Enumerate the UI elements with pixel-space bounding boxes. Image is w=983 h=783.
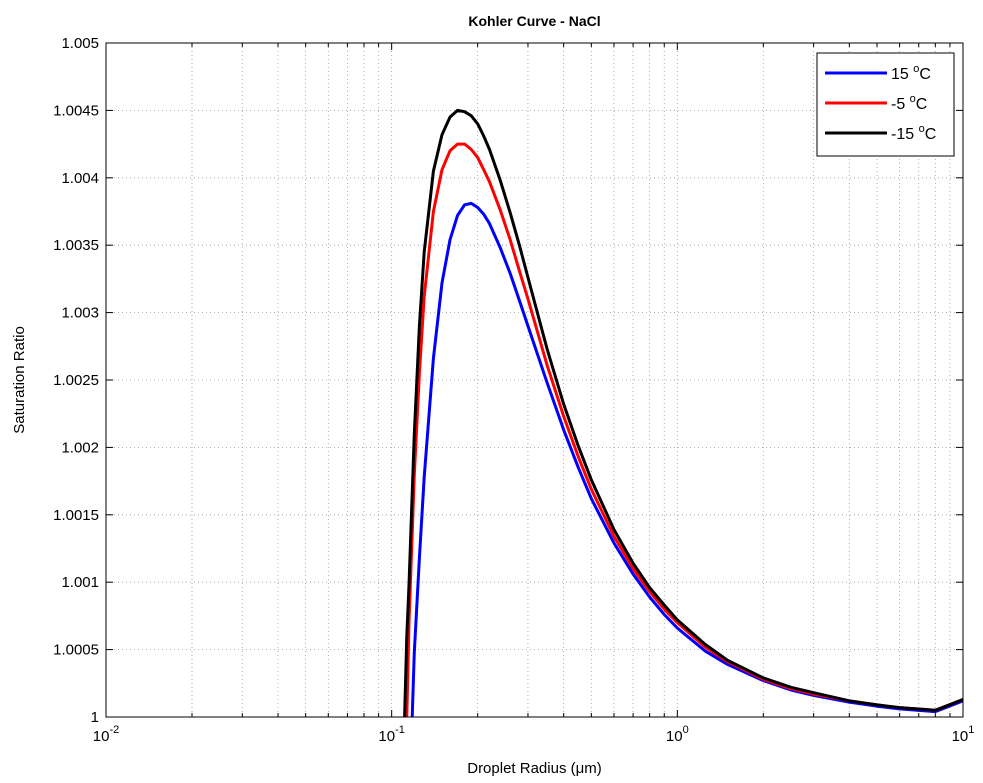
axis-tick-labels: 1 1.0005 1.001 1.0015 1.002 1.0025 1.003 1.0035… bbox=[53, 35, 974, 745]
chart-title: Kohler Curve - NaCl bbox=[468, 13, 600, 29]
y-tick-label: 1.0005 bbox=[53, 642, 99, 659]
y-tick-label: 1.004 bbox=[61, 170, 99, 187]
y-tick-label: 1.002 bbox=[61, 439, 99, 456]
y-tick-label: 1.0015 bbox=[53, 507, 99, 524]
x-tick-label: 10-2 bbox=[93, 724, 119, 745]
y-tick-label: 1.0035 bbox=[53, 237, 99, 254]
legend-label-2: -15 oC bbox=[891, 123, 936, 143]
y-tick-label: 1.003 bbox=[61, 305, 99, 322]
grid bbox=[106, 43, 963, 717]
x-tick-label: 10-1 bbox=[378, 724, 404, 745]
x-tick-label: 101 bbox=[952, 724, 975, 745]
y-tick-label: 1.005 bbox=[61, 35, 99, 52]
series-line-2 bbox=[403, 108, 964, 718]
x-tick-label: 100 bbox=[666, 724, 689, 745]
y-tick-label: 1 bbox=[91, 709, 99, 726]
legend: 15 oC -5 oC -15 oC bbox=[816, 52, 955, 157]
y-tick-label: 1.0045 bbox=[53, 102, 99, 119]
series-lines bbox=[403, 108, 964, 718]
legend-label-0: 15 oC bbox=[891, 63, 931, 83]
y-tick-label: 1.001 bbox=[61, 574, 99, 591]
y-tick-label: 1.0025 bbox=[53, 372, 99, 389]
y-axis-label: Saturation Ratio bbox=[11, 326, 28, 434]
legend-label-1: -5 oC bbox=[891, 93, 927, 113]
x-axis-label: Droplet Radius (μm) bbox=[467, 760, 602, 777]
axis-ticks bbox=[105, 42, 963, 718]
